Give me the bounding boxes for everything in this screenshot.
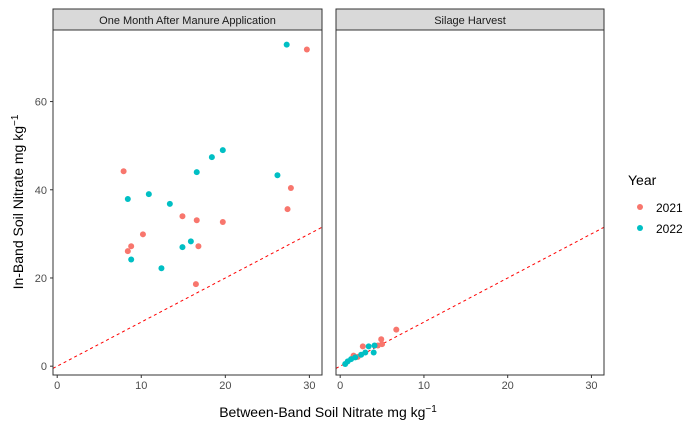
data-point-2021 — [378, 336, 385, 343]
data-point-2021 — [179, 213, 186, 220]
data-point-2022 — [283, 41, 290, 48]
facet-title: Silage Harvest — [434, 15, 506, 27]
y-tick-label: 40 — [35, 185, 47, 197]
facet-title: One Month After Manure Application — [99, 15, 276, 27]
data-point-2021 — [128, 243, 135, 250]
data-point-2021 — [193, 217, 200, 224]
legend-marker-2021 — [637, 204, 643, 210]
data-point-2022 — [208, 154, 215, 161]
data-point-2022 — [124, 196, 131, 203]
x-axis-label: Between-Band Soil Nitrate mg kg−1 — [219, 404, 437, 420]
data-point-2022 — [365, 343, 372, 350]
data-point-2022 — [187, 238, 194, 245]
data-point-2021 — [120, 168, 127, 175]
panel-border — [52, 29, 323, 376]
data-point-2022 — [193, 169, 200, 176]
reference-line-y-equals-x — [52, 226, 323, 369]
x-tick-label: 10 — [418, 380, 430, 392]
data-point-2021 — [192, 281, 199, 288]
data-point-2021 — [303, 46, 310, 53]
y-tick-label: 20 — [35, 273, 47, 285]
data-point-2022 — [342, 360, 349, 367]
y-tick-label: 60 — [35, 97, 47, 109]
data-point-2022 — [219, 147, 226, 154]
data-point-2021 — [139, 231, 146, 238]
data-point-2021 — [287, 185, 294, 192]
x-tick-label: 0 — [337, 380, 343, 392]
x-tick-label: 20 — [502, 380, 514, 392]
data-point-2022 — [358, 351, 365, 358]
data-point-2021 — [359, 343, 366, 350]
data-point-2021 — [219, 218, 226, 225]
data-point-2022 — [371, 342, 378, 349]
y-tick-label: 0 — [41, 361, 47, 373]
data-point-2022 — [128, 256, 135, 263]
data-point-2022 — [370, 349, 377, 356]
legend-title: Year — [628, 172, 657, 188]
data-point-2022 — [166, 200, 173, 207]
data-point-2021 — [393, 326, 400, 333]
x-tick-label: 30 — [585, 380, 597, 392]
data-point-2022 — [158, 265, 165, 272]
x-tick-label: 20 — [219, 380, 231, 392]
legend-label-2021: 2021 — [656, 201, 683, 215]
data-point-2022 — [179, 244, 186, 251]
data-point-2021 — [124, 248, 131, 255]
x-tick-label: 30 — [303, 380, 315, 392]
panel-border — [335, 29, 605, 376]
data-point-2021 — [195, 243, 202, 250]
data-point-2021 — [284, 206, 291, 213]
x-tick-label: 0 — [54, 380, 60, 392]
data-point-2022 — [274, 172, 281, 179]
y-axis-label: In-Band Soil Nitrate mg kg−1 — [10, 114, 26, 289]
legend-label-2022: 2022 — [656, 222, 683, 236]
x-tick-label: 10 — [135, 380, 147, 392]
data-point-2022 — [145, 191, 152, 198]
legend-marker-2022 — [637, 225, 643, 231]
